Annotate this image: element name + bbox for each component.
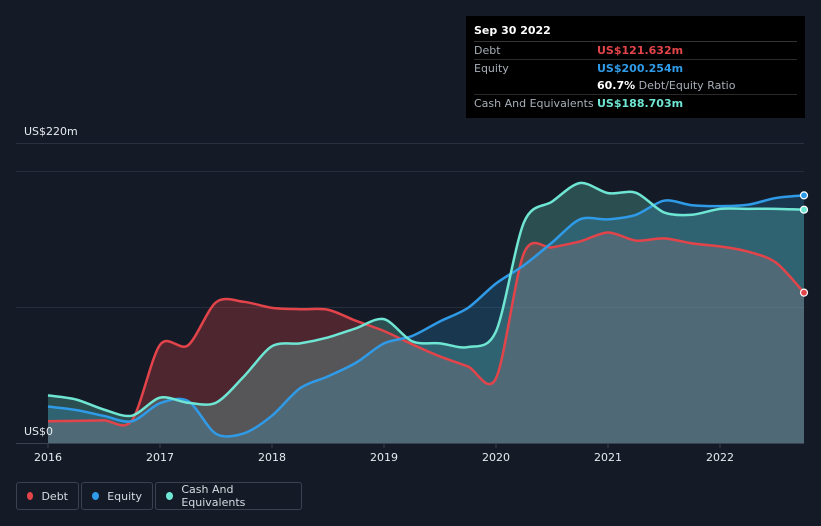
tooltip-ratio-label: Debt/Equity Ratio [638, 79, 736, 92]
tooltip-equity-value: US$200.254m [597, 62, 684, 75]
tooltip-debt-row: Debt US$121.632m [474, 42, 797, 60]
debt-line [47, 231, 805, 427]
cash-and-equivalents-line [47, 181, 805, 418]
legend-cash-toggle[interactable]: Cash And Equivalents [155, 482, 302, 510]
x-tick-label-2021: 2021 [594, 451, 622, 464]
cash-legend-dot-icon [166, 492, 174, 500]
tooltip-cash-row: Cash And Equivalents US$188.703m [474, 95, 797, 112]
legend-debt-toggle[interactable]: Debt [16, 482, 79, 510]
x-tick-label-2016: 2016 [34, 451, 62, 464]
cash-and-equivalents-area [48, 182, 804, 443]
x-tick-label-2022: 2022 [706, 451, 734, 464]
y-axis-top-label: US$220m [24, 125, 78, 138]
tooltip-debt-value: US$121.632m [597, 44, 684, 57]
gridlines [16, 143, 804, 444]
legend-debt-label: Debt [41, 489, 68, 503]
legend-cash-label: Cash And Equivalents [181, 483, 246, 509]
tooltip-debt-label: Debt [474, 44, 501, 57]
series-areas [48, 182, 804, 443]
chart-legend: Debt Equity Cash And Equivalents [16, 482, 304, 510]
tooltip-cash-label: Cash And Equivalents [474, 97, 594, 110]
legend-equity-label: Equity [107, 489, 142, 503]
debt-end-marker [799, 288, 809, 297]
tooltip-equity-label: Equity [474, 62, 509, 75]
x-axis-ticks: 2016 2017 2018 2019 2020 2021 2022 [34, 443, 734, 464]
tooltip-date: Sep 30 2022 [474, 24, 797, 42]
tooltip-equity-row: Equity US$200.254m [474, 60, 797, 77]
debt-area [48, 232, 804, 443]
x-tick-label-2018: 2018 [258, 451, 286, 464]
equity-legend-dot-icon [92, 492, 100, 500]
tooltip-ratio-row: 60.7% Debt/Equity Ratio [474, 77, 797, 95]
series-lines [47, 181, 805, 438]
x-tick-label-2020: 2020 [482, 451, 510, 464]
x-tick-label-2017: 2017 [146, 451, 174, 464]
cash-and-equivalents-end-marker [799, 205, 809, 214]
equity-end-marker [799, 191, 809, 200]
debt-legend-dot-icon [27, 492, 34, 500]
equity-area [48, 195, 804, 443]
y-axis-bottom-label: US$0 [24, 425, 54, 438]
series-end-markers [799, 191, 809, 297]
data-tooltip: Sep 30 2022 Debt US$121.632m Equity US$2… [466, 16, 805, 118]
tooltip-cash-value: US$188.703m [597, 97, 684, 110]
tooltip-ratio-value: 60.7% [597, 79, 636, 92]
legend-equity-toggle[interactable]: Equity [81, 482, 153, 510]
x-tick-label-2019: 2019 [370, 451, 398, 464]
